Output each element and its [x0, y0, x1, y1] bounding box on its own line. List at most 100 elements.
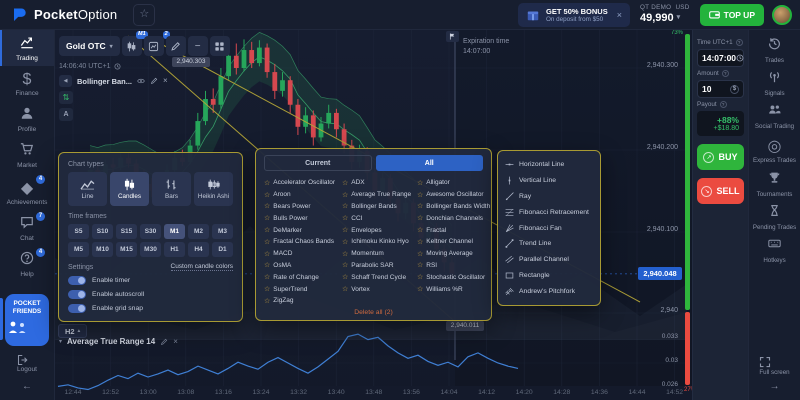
drawing-tools-button[interactable] [165, 36, 186, 56]
sidebar-item-market[interactable]: Market [0, 137, 54, 173]
right-sidebar-item-hotkeys[interactable]: Hotkeys [749, 237, 800, 264]
indicator-item-adx[interactable]: ☆ ADX [342, 177, 417, 189]
tab-current[interactable]: Current [264, 155, 372, 171]
sidebar-item-achievements[interactable]: ◆ 4 Achievements [0, 173, 54, 210]
indicator-item-fractal[interactable]: ☆ Fractal [417, 224, 483, 236]
indicator-item-accelerator-oscillator[interactable]: ☆ Accelerator Oscillator [264, 177, 342, 189]
star-icon[interactable]: ☆ [264, 179, 271, 187]
indicator-item-bears-power[interactable]: ☆ Bears Power [264, 201, 342, 213]
indicator-item-zigzag[interactable]: ☆ ZigZag [264, 295, 342, 307]
indicator-item-bollinger-bands-width[interactable]: ☆ Bollinger Bands Width [417, 201, 490, 213]
indicator-item-williams-r[interactable]: ☆ Williams %R [417, 283, 483, 295]
pencil-icon[interactable] [150, 77, 158, 85]
brand-logo[interactable]: PocketOption [12, 7, 117, 23]
indicator-item-donchian-channels[interactable]: ☆ Donchian Channels [417, 212, 483, 224]
tool-item-parallel-channel[interactable]: Parallel Channel [505, 252, 593, 268]
star-icon[interactable]: ☆ [417, 262, 424, 270]
indicator-item-demarker[interactable]: ☆ DeMarker [264, 224, 342, 236]
indicator-item-vortex[interactable]: ☆ Vortex [342, 283, 417, 295]
star-icon[interactable]: ☆ [417, 179, 424, 187]
timeframe-chip-m30[interactable]: M30 [140, 242, 161, 257]
buy-button[interactable]: ↗ BUY [697, 144, 744, 170]
timeframe-chip-m15[interactable]: M15 [116, 242, 137, 257]
indicator-item-envelopes[interactable]: ☆ Envelopes [342, 224, 417, 236]
star-icon[interactable]: ☆ [341, 191, 349, 199]
timeframe-chip-s5[interactable]: S5 [68, 224, 89, 239]
indicator-item-schaff-trend-cycle[interactable]: ☆ Schaff Trend Cycle [342, 271, 417, 283]
indicator-item-bollinger-bands[interactable]: ☆ Bollinger Bands [342, 201, 417, 213]
indicator-item-macd[interactable]: ☆ MACD [264, 248, 342, 260]
star-icon[interactable]: ☆ [264, 250, 271, 258]
indicator-item-alligator[interactable]: ☆ Alligator [417, 177, 483, 189]
star-icon[interactable]: ☆ [417, 215, 424, 223]
tab-all[interactable]: All [375, 155, 483, 171]
right-sidebar-item-trades[interactable]: Trades [749, 37, 800, 64]
sidebar-item-help[interactable]: 4 Help [0, 246, 54, 282]
indicator-item-parabolic-sar[interactable]: ☆ Parabolic SAR [342, 260, 417, 272]
chart-type-button[interactable]: M1 [121, 31, 148, 56]
timeframe-chip-s10[interactable]: S10 [92, 224, 113, 239]
indicator-item-rate-of-change[interactable]: ☆ Rate of Change [264, 271, 342, 283]
star-icon[interactable]: ☆ [341, 179, 349, 187]
star-icon[interactable]: ☆ [264, 297, 271, 305]
chart-type-line[interactable]: Line [68, 172, 107, 206]
timeframe-chip-m3[interactable]: M3 [212, 224, 233, 239]
star-icon[interactable]: ☆ [264, 191, 271, 199]
star-icon[interactable]: ☆ [341, 227, 349, 235]
amount-input[interactable]: 10 $ [697, 80, 744, 98]
timeframe-chip-d1[interactable]: D1 [212, 242, 233, 257]
indicator-item-cci[interactable]: ☆ CCI [342, 212, 417, 224]
star-icon[interactable]: ☆ [341, 262, 349, 270]
star-icon[interactable]: ☆ [341, 238, 349, 246]
balance-selector[interactable]: QT Demo USD 49,990 ▾ [640, 4, 690, 24]
pane-interval-button[interactable]: H2 ▴ [58, 324, 88, 338]
right-sidebar-item-express-trades[interactable]: ◎ Express Trades [749, 136, 800, 164]
timeframe-chip-m5[interactable]: M5 [68, 242, 89, 257]
indicator-item-awesome-oscillator[interactable]: ☆ Awesome Oscillator [417, 189, 484, 201]
star-icon[interactable]: ☆ [264, 227, 271, 235]
star-icon[interactable]: ☆ [341, 250, 349, 258]
timeframe-chip-m1[interactable]: M1 [164, 224, 185, 239]
indicator-item-rsi[interactable]: ☆ RSI [417, 260, 483, 272]
tool-item-andrew-s-pitchfork[interactable]: Andrew's Pitchfork [505, 283, 593, 299]
star-icon[interactable]: ☆ [341, 215, 349, 223]
star-icon[interactable]: ☆ [264, 262, 271, 270]
sidebar-item-finance[interactable]: $ Finance [0, 66, 54, 101]
indicator-item-ichimoku-kinko-hyo[interactable]: ☆ Ichimoku Kinko Hyo [342, 236, 417, 248]
expiration-time-input[interactable]: 14:07:00 [697, 49, 744, 67]
close-icon[interactable]: × [173, 336, 178, 346]
top-up-button[interactable]: TOP UP [699, 3, 764, 26]
avatar[interactable] [772, 4, 792, 25]
chart-type-heikin-ashi[interactable]: Heikin Ashi [194, 172, 233, 206]
tool-item-trend-line[interactable]: Trend Line [505, 236, 593, 252]
collapse-sidebar-button[interactable]: ← [22, 381, 32, 392]
favorites-button[interactable]: ☆ [133, 3, 156, 26]
indicator-item-momentum[interactable]: ☆ Momentum [342, 248, 417, 260]
close-icon[interactable]: × [163, 76, 168, 85]
pencil-icon[interactable] [160, 338, 168, 346]
fullscreen-button[interactable]: Full screen [759, 356, 790, 376]
star-icon[interactable]: ☆ [341, 274, 349, 282]
indicator-item-moving-average[interactable]: ☆ Moving Average [417, 248, 483, 260]
timeframe-chip-h4[interactable]: H4 [188, 242, 209, 257]
sidebar-item-profile[interactable]: Profile [0, 101, 54, 137]
toggle-switch[interactable] [68, 304, 86, 313]
indicator-item-supertrend[interactable]: ☆ SuperTrend [264, 283, 342, 295]
timeframe-chip-m2[interactable]: M2 [188, 224, 209, 239]
star-icon[interactable]: ☆ [417, 274, 424, 282]
star-icon[interactable]: ☆ [417, 250, 424, 258]
right-sidebar-item-social-trading[interactable]: Social Trading [749, 103, 800, 130]
star-icon[interactable]: ☆ [417, 203, 424, 211]
star-icon[interactable]: ☆ [341, 203, 349, 211]
timeframe-chip-s30[interactable]: S30 [140, 224, 161, 239]
star-icon[interactable]: ☆ [341, 286, 349, 294]
indicator-item-average-true-range[interactable]: ☆ Average True Range [342, 189, 417, 201]
custom-candle-colors-link[interactable]: Custom candle colors [170, 263, 233, 271]
toggle-switch[interactable] [68, 276, 86, 285]
logout-button[interactable]: Logout [17, 354, 37, 373]
tool-item-fibonacci-fan[interactable]: Fibonacci Fan [505, 220, 593, 236]
delete-all-indicators-button[interactable]: Delete all (2) [256, 309, 491, 316]
symbol-selector[interactable]: Gold OTC ▾ [59, 36, 120, 56]
timeframe-chip-h1[interactable]: H1 [164, 242, 185, 257]
auto-scale-button[interactable]: A [59, 108, 73, 121]
